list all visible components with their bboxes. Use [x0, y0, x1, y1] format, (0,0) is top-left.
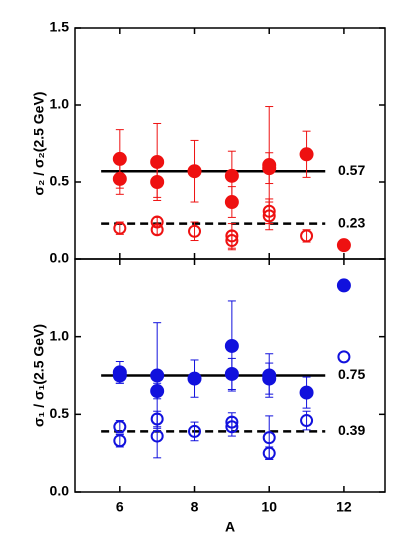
- y-axis-label: σ₂ / σ₂(2.5 GeV): [31, 92, 47, 196]
- data-point: [262, 431, 276, 445]
- plot-frame: [74, 258, 386, 493]
- y-axis-label: σ₁ / σ₁(2.5 GeV): [31, 324, 47, 427]
- data-point: [150, 223, 164, 237]
- reference-label: 0.23: [338, 214, 365, 230]
- data-point: [113, 434, 127, 448]
- y-tick-label: 0.0: [50, 250, 70, 266]
- x-tick-label: 12: [336, 499, 352, 515]
- data-point: [225, 234, 239, 248]
- data-point: [224, 168, 239, 183]
- data-point: [224, 366, 239, 381]
- y-tick-label: 1.5: [50, 19, 70, 35]
- data-point: [150, 368, 165, 383]
- data-point: [300, 229, 314, 243]
- y-tick-label: 0.5: [50, 405, 70, 421]
- x-tick-label: 8: [191, 499, 199, 515]
- reference-label: 0.39: [338, 422, 365, 438]
- data-point: [336, 238, 351, 253]
- data-point: [262, 446, 276, 460]
- data-point: [112, 171, 127, 186]
- y-tick-label: 1.0: [50, 96, 70, 112]
- data-point: [150, 429, 164, 443]
- data-point: [224, 195, 239, 210]
- reference-label: 0.75: [338, 366, 365, 382]
- data-point: [188, 424, 202, 438]
- data-point: [299, 385, 314, 400]
- data-point: [225, 420, 239, 434]
- x-tick-label: 10: [261, 499, 277, 515]
- data-point: [337, 350, 351, 364]
- data-point: [262, 161, 277, 176]
- x-tick-label: 6: [116, 499, 124, 515]
- reference-label: 0.57: [338, 162, 365, 178]
- data-point: [187, 164, 202, 179]
- data-point: [262, 209, 276, 223]
- data-point: [113, 420, 127, 434]
- y-tick-label: 0.5: [50, 173, 70, 189]
- data-point: [224, 338, 239, 353]
- data-point: [150, 384, 165, 399]
- data-point: [299, 147, 314, 162]
- data-point: [300, 414, 314, 428]
- data-point: [188, 224, 202, 238]
- data-point: [112, 368, 127, 383]
- data-point: [262, 371, 277, 386]
- data-point: [113, 221, 127, 235]
- data-point: [187, 371, 202, 386]
- y-tick-label: 1.0: [50, 327, 70, 343]
- data-point: [336, 278, 351, 293]
- y-tick-label: 0.0: [50, 483, 70, 499]
- data-point: [150, 175, 165, 189]
- x-axis-label: A: [225, 519, 235, 535]
